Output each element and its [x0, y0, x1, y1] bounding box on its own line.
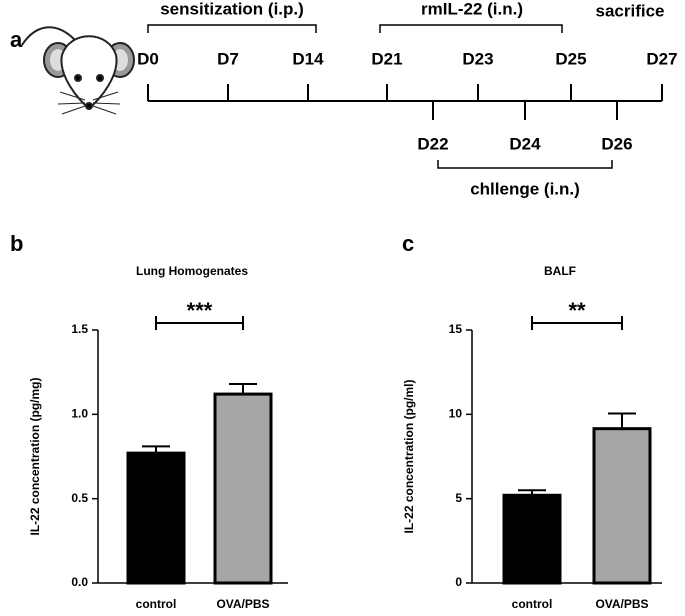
bar — [502, 493, 562, 585]
x-tick-label: control — [136, 597, 177, 611]
panel-label: a — [10, 27, 23, 52]
y-tick-label: 10 — [449, 407, 463, 421]
phase-bracket — [379, 24, 563, 33]
bar — [592, 427, 652, 585]
day-label: D25 — [555, 49, 586, 68]
chart-title: BALF — [544, 264, 576, 278]
bar — [126, 451, 186, 585]
day-label: D21 — [371, 49, 402, 68]
phase-label: sacrifice — [596, 1, 665, 20]
day-label: D7 — [217, 49, 239, 68]
phase-bracket — [147, 24, 317, 33]
y-tick-label: 1.5 — [71, 322, 88, 336]
day-label: D26 — [601, 134, 632, 153]
x-tick-label: OVA/PBS — [595, 597, 648, 611]
y-tick-label: 0 — [455, 575, 462, 589]
phase-label: chllenge (i.n.) — [470, 179, 580, 198]
phase-bracket — [437, 160, 613, 169]
y-tick-label: 5 — [455, 491, 462, 505]
y-axis-label: IL-22 concentration (pg/mg) — [28, 377, 42, 535]
y-axis-label: IL-22 concentration (pg/ml) — [402, 379, 416, 533]
day-label: D22 — [417, 134, 448, 153]
y-tick-label: 15 — [449, 322, 463, 336]
day-label: D24 — [509, 134, 541, 153]
day-label: D27 — [646, 49, 677, 68]
panel-label: c — [402, 231, 414, 256]
y-tick-label: 0.0 — [71, 575, 88, 589]
day-label: D0 — [137, 49, 159, 68]
y-tick-label: 0.5 — [71, 491, 88, 505]
bar — [213, 392, 273, 585]
mouse-icon — [21, 26, 135, 115]
chart-title: Lung Homogenates — [136, 264, 248, 278]
significance: *** — [187, 298, 213, 323]
panel-label: b — [10, 231, 23, 256]
day-label: D23 — [462, 49, 493, 68]
phase-label: sensitization (i.p.) — [160, 0, 304, 18]
y-tick-label: 1.0 — [71, 407, 88, 421]
phase-label: rmIL-22 (i.n.) — [421, 0, 523, 18]
x-tick-label: OVA/PBS — [216, 597, 269, 611]
day-label: D14 — [292, 49, 324, 68]
significance: ** — [568, 298, 586, 323]
x-tick-label: control — [512, 597, 553, 611]
